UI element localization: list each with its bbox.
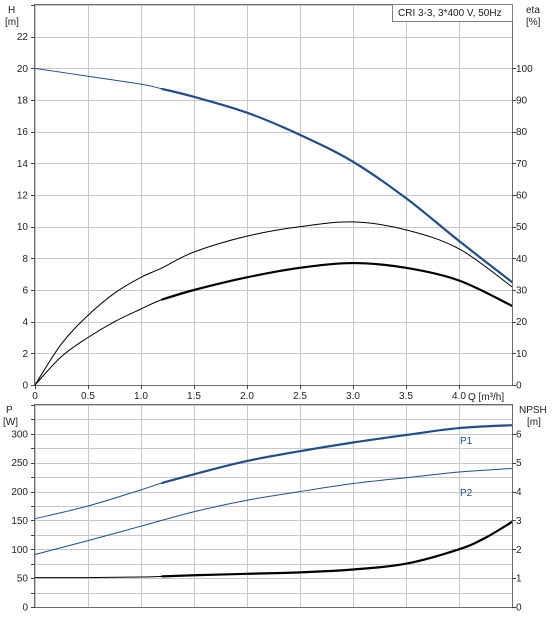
series-layer — [34, 67, 514, 579]
x-tick-label: 0.5 — [81, 391, 95, 402]
bottom-left-tick-label: 300 — [11, 429, 28, 440]
top-eta-bold-duty-range-line — [161, 261, 514, 307]
x-tick-label: 4.0 — [452, 391, 466, 402]
top-right-tick-label: 40 — [516, 254, 528, 265]
bottom-right-tick-label: 1 — [516, 574, 522, 585]
x-tick-label: 1.5 — [187, 391, 201, 402]
bottom-left-axis-title-line2: [W] — [3, 417, 18, 428]
x-axis-title: Q [m³/h] — [468, 392, 504, 403]
bottom-left-tick-label: 0 — [22, 603, 28, 614]
x-tick-label: 2.0 — [240, 391, 254, 402]
top-left-tick-label: 8 — [22, 254, 28, 265]
bottom-left-tick-label: 50 — [17, 574, 29, 585]
series-label-p1: P1 — [460, 436, 473, 447]
bottom-right-tick-label: 0 — [516, 603, 522, 614]
series-label-p2: P2 — [460, 488, 473, 499]
top-right-tick-label: 30 — [516, 286, 528, 297]
top-eta-bold-line — [34, 262, 513, 386]
top-right-tick-label: 70 — [516, 159, 528, 170]
bottom-left-axis-title-line1: P — [6, 405, 13, 416]
top-left-tick-label: 18 — [17, 96, 29, 107]
top-right-tick-label: 90 — [516, 96, 528, 107]
top-left-axis-title-line1: H — [8, 5, 15, 16]
top-left-tick-label: 20 — [17, 64, 29, 75]
x-tick-label: 1.0 — [134, 391, 148, 402]
bottom-right-tick-label: 3 — [516, 516, 522, 527]
tick-labels: 0 0.5 1.0 1.5 2.0 2.5 3.0 3.5 4.0024681012141618… — [11, 5, 533, 614]
legend-box — [392, 4, 513, 22]
top-right-tick-label: 60 — [516, 191, 528, 202]
bottom-right-tick-label: 4 — [516, 487, 522, 498]
top-h-duty-range-line — [161, 87, 514, 284]
bottom-right-axis-title-line2: [m] — [527, 417, 541, 428]
x-tick-label: 2.5 — [293, 391, 307, 402]
bottom-left-tick-label: 100 — [11, 545, 28, 556]
x-tick-label: 0 — [32, 391, 38, 402]
bottom-left-tick-label: 200 — [11, 487, 28, 498]
top-left-tick-label: 2 — [22, 349, 28, 360]
bottom-right-tick-label: 5 — [516, 458, 522, 469]
top-right-tick-label: 0 — [516, 381, 522, 392]
top-right-axis-title-line1: eta — [526, 5, 540, 16]
top-left-tick-label: 6 — [22, 286, 28, 297]
bottom-p1-duty-range-line — [161, 424, 514, 485]
top-right-axis-title-line2: [%] — [526, 17, 541, 28]
top-eta-line — [34, 221, 513, 386]
top-left-tick-label: 4 — [22, 317, 28, 328]
x-tick-label: 3.5 — [399, 391, 413, 402]
bottom-p1-line — [34, 424, 513, 520]
top-panel-grid — [35, 5, 513, 386]
bottom-left-tick-label: 150 — [11, 516, 28, 527]
legend-text: CRI 3-3, 3*400 V, 50Hz — [398, 8, 502, 19]
top-left-tick-label: 14 — [17, 159, 29, 170]
top-left-tick-label: 0 — [22, 381, 28, 392]
x-tick-label: 3.0 — [346, 391, 360, 402]
top-left-tick-label: 12 — [17, 191, 29, 202]
bottom-right-axis-title-line1: NPSH — [519, 405, 547, 416]
bottom-right-tick-label: 2 — [516, 545, 522, 556]
top-right-tick-label: 20 — [516, 317, 528, 328]
top-left-tick-label: 22 — [17, 32, 29, 43]
top-right-tick-label: 100 — [516, 64, 533, 75]
bottom-left-tick-label: 250 — [11, 458, 28, 469]
top-left-tick-label: 10 — [17, 222, 29, 233]
bottom-npsh-duty-range-line — [161, 520, 514, 578]
top-left-tick-label: 16 — [17, 127, 29, 138]
bottom-right-tick-label: 6 — [516, 429, 522, 440]
top-right-tick-label: 80 — [516, 127, 528, 138]
top-right-tick-label: 10 — [516, 349, 528, 360]
bottom-p2-line — [34, 467, 513, 555]
top-right-tick-label: 50 — [516, 222, 528, 233]
top-left-axis-title-line2: [m] — [5, 17, 19, 28]
